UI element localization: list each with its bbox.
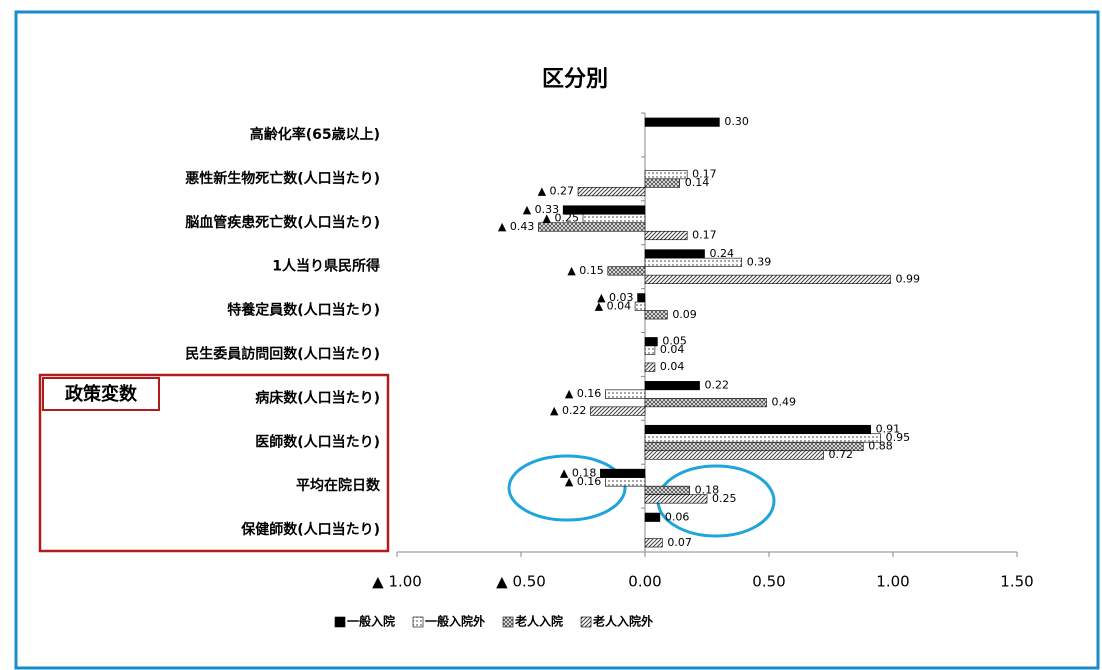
value-label: ▲ 0.18 bbox=[560, 466, 596, 479]
legend-label: 老人入院外 bbox=[593, 614, 653, 629]
value-label: ▲ 0.43 bbox=[498, 220, 534, 233]
annotation-box bbox=[38, 373, 390, 553]
bar bbox=[644, 117, 720, 127]
value-label: 0.07 bbox=[667, 536, 692, 549]
value-label: 0.06 bbox=[665, 510, 690, 523]
bar bbox=[637, 293, 646, 303]
bar bbox=[644, 381, 700, 391]
bar bbox=[590, 406, 646, 416]
chart-title: 区分別 bbox=[542, 67, 608, 92]
bar bbox=[644, 512, 661, 522]
value-label: ▲ 0.16 bbox=[565, 475, 601, 488]
legend-label: 老人入院 bbox=[515, 614, 563, 629]
bar bbox=[644, 310, 668, 320]
annotation: 政策変数 bbox=[65, 383, 138, 405]
value-label: 0.95 bbox=[886, 431, 911, 444]
bar bbox=[577, 187, 646, 197]
value-label: 0.05 bbox=[662, 335, 687, 348]
y-tick-label: 平均在院日数 bbox=[296, 477, 381, 494]
bar bbox=[600, 468, 646, 478]
x-tick-label: 0.50 bbox=[752, 573, 785, 591]
x-tick-label: 1.50 bbox=[1000, 573, 1033, 591]
bar bbox=[644, 230, 688, 241]
y-tick-label: 民生委員訪問回数(人口当たり) bbox=[185, 345, 380, 362]
bar bbox=[644, 362, 656, 372]
y-tick-label: 保健師数(人口当たり) bbox=[240, 521, 380, 538]
bar bbox=[644, 249, 705, 259]
value-label: 0.18 bbox=[695, 483, 720, 496]
value-label: 0.25 bbox=[712, 492, 737, 505]
value-label: 0.22 bbox=[705, 379, 730, 392]
value-label: ▲ 0.27 bbox=[538, 185, 574, 198]
y-tick-label: 脳血管疾患死亡数(人口当たり) bbox=[185, 214, 380, 231]
bar bbox=[644, 494, 708, 504]
bar bbox=[644, 424, 871, 435]
bar bbox=[644, 178, 681, 188]
legend-swatch bbox=[580, 616, 592, 628]
y-tick-label: 医師数(人口当たり) bbox=[255, 433, 380, 450]
frame bbox=[14, 10, 1100, 670]
value-label: 0.91 bbox=[876, 423, 901, 436]
value-label: ▲ 0.04 bbox=[595, 299, 631, 312]
annotation-label-box bbox=[42, 377, 160, 411]
value-label: ▲ 0.03 bbox=[597, 291, 633, 304]
value-label: 0.72 bbox=[829, 448, 854, 461]
bar bbox=[644, 433, 881, 443]
value-label: ▲ 0.22 bbox=[550, 404, 586, 417]
value-label: ▲ 0.16 bbox=[565, 387, 601, 400]
bar bbox=[582, 213, 646, 224]
legend-label: 一般入院 bbox=[347, 614, 395, 629]
value-label: 0.17 bbox=[692, 168, 717, 181]
value-label: ▲ 0.33 bbox=[523, 203, 559, 216]
y-tick-label: 1人当り県民所得 bbox=[272, 258, 380, 275]
bar bbox=[644, 485, 690, 495]
x-tick-label: ▲ 1.00 bbox=[372, 573, 422, 591]
x-tick-label: 0.00 bbox=[628, 573, 661, 591]
value-label: 0.24 bbox=[710, 247, 735, 260]
bar bbox=[644, 337, 658, 347]
legend-swatch bbox=[334, 616, 346, 628]
y-tick-label: 特養定員数(人口当たり) bbox=[227, 302, 380, 319]
value-label: 0.17 bbox=[692, 229, 717, 242]
bar bbox=[634, 301, 646, 311]
value-label: 0.14 bbox=[685, 176, 710, 189]
value-label: 0.04 bbox=[660, 343, 685, 356]
y-tick-label: 悪性新生物死亡数(人口当たり) bbox=[185, 170, 380, 187]
value-label: ▲ 0.25 bbox=[543, 212, 579, 225]
value-label: 0.49 bbox=[772, 396, 797, 409]
value-label: 0.09 bbox=[672, 308, 697, 321]
x-tick-label: ▲ 0.50 bbox=[496, 573, 546, 591]
value-label: 0.04 bbox=[660, 360, 685, 373]
legend-swatch bbox=[412, 616, 424, 628]
bar bbox=[607, 266, 646, 276]
value-label: 0.88 bbox=[868, 440, 893, 453]
bar bbox=[644, 450, 824, 460]
highlight-circle bbox=[507, 454, 627, 522]
bar bbox=[644, 257, 743, 267]
value-label: 0.99 bbox=[896, 272, 921, 285]
value-label: 0.39 bbox=[747, 255, 772, 268]
y-tick-label: 高齢化率(65歳以上) bbox=[250, 126, 380, 143]
bar bbox=[538, 222, 646, 232]
bar bbox=[605, 389, 646, 399]
x-tick-label: 1.00 bbox=[876, 573, 909, 591]
value-label: ▲ 0.15 bbox=[567, 264, 603, 277]
bar bbox=[605, 477, 646, 487]
bar bbox=[644, 274, 891, 284]
legend-swatch bbox=[502, 616, 514, 628]
bar bbox=[644, 538, 663, 548]
bar bbox=[644, 345, 656, 355]
bar bbox=[644, 170, 688, 180]
value-label: 0.30 bbox=[724, 115, 749, 128]
legend-label: 一般入院外 bbox=[425, 614, 485, 629]
y-tick-label: 病床数(人口当たり) bbox=[255, 389, 380, 406]
bar bbox=[644, 398, 767, 408]
